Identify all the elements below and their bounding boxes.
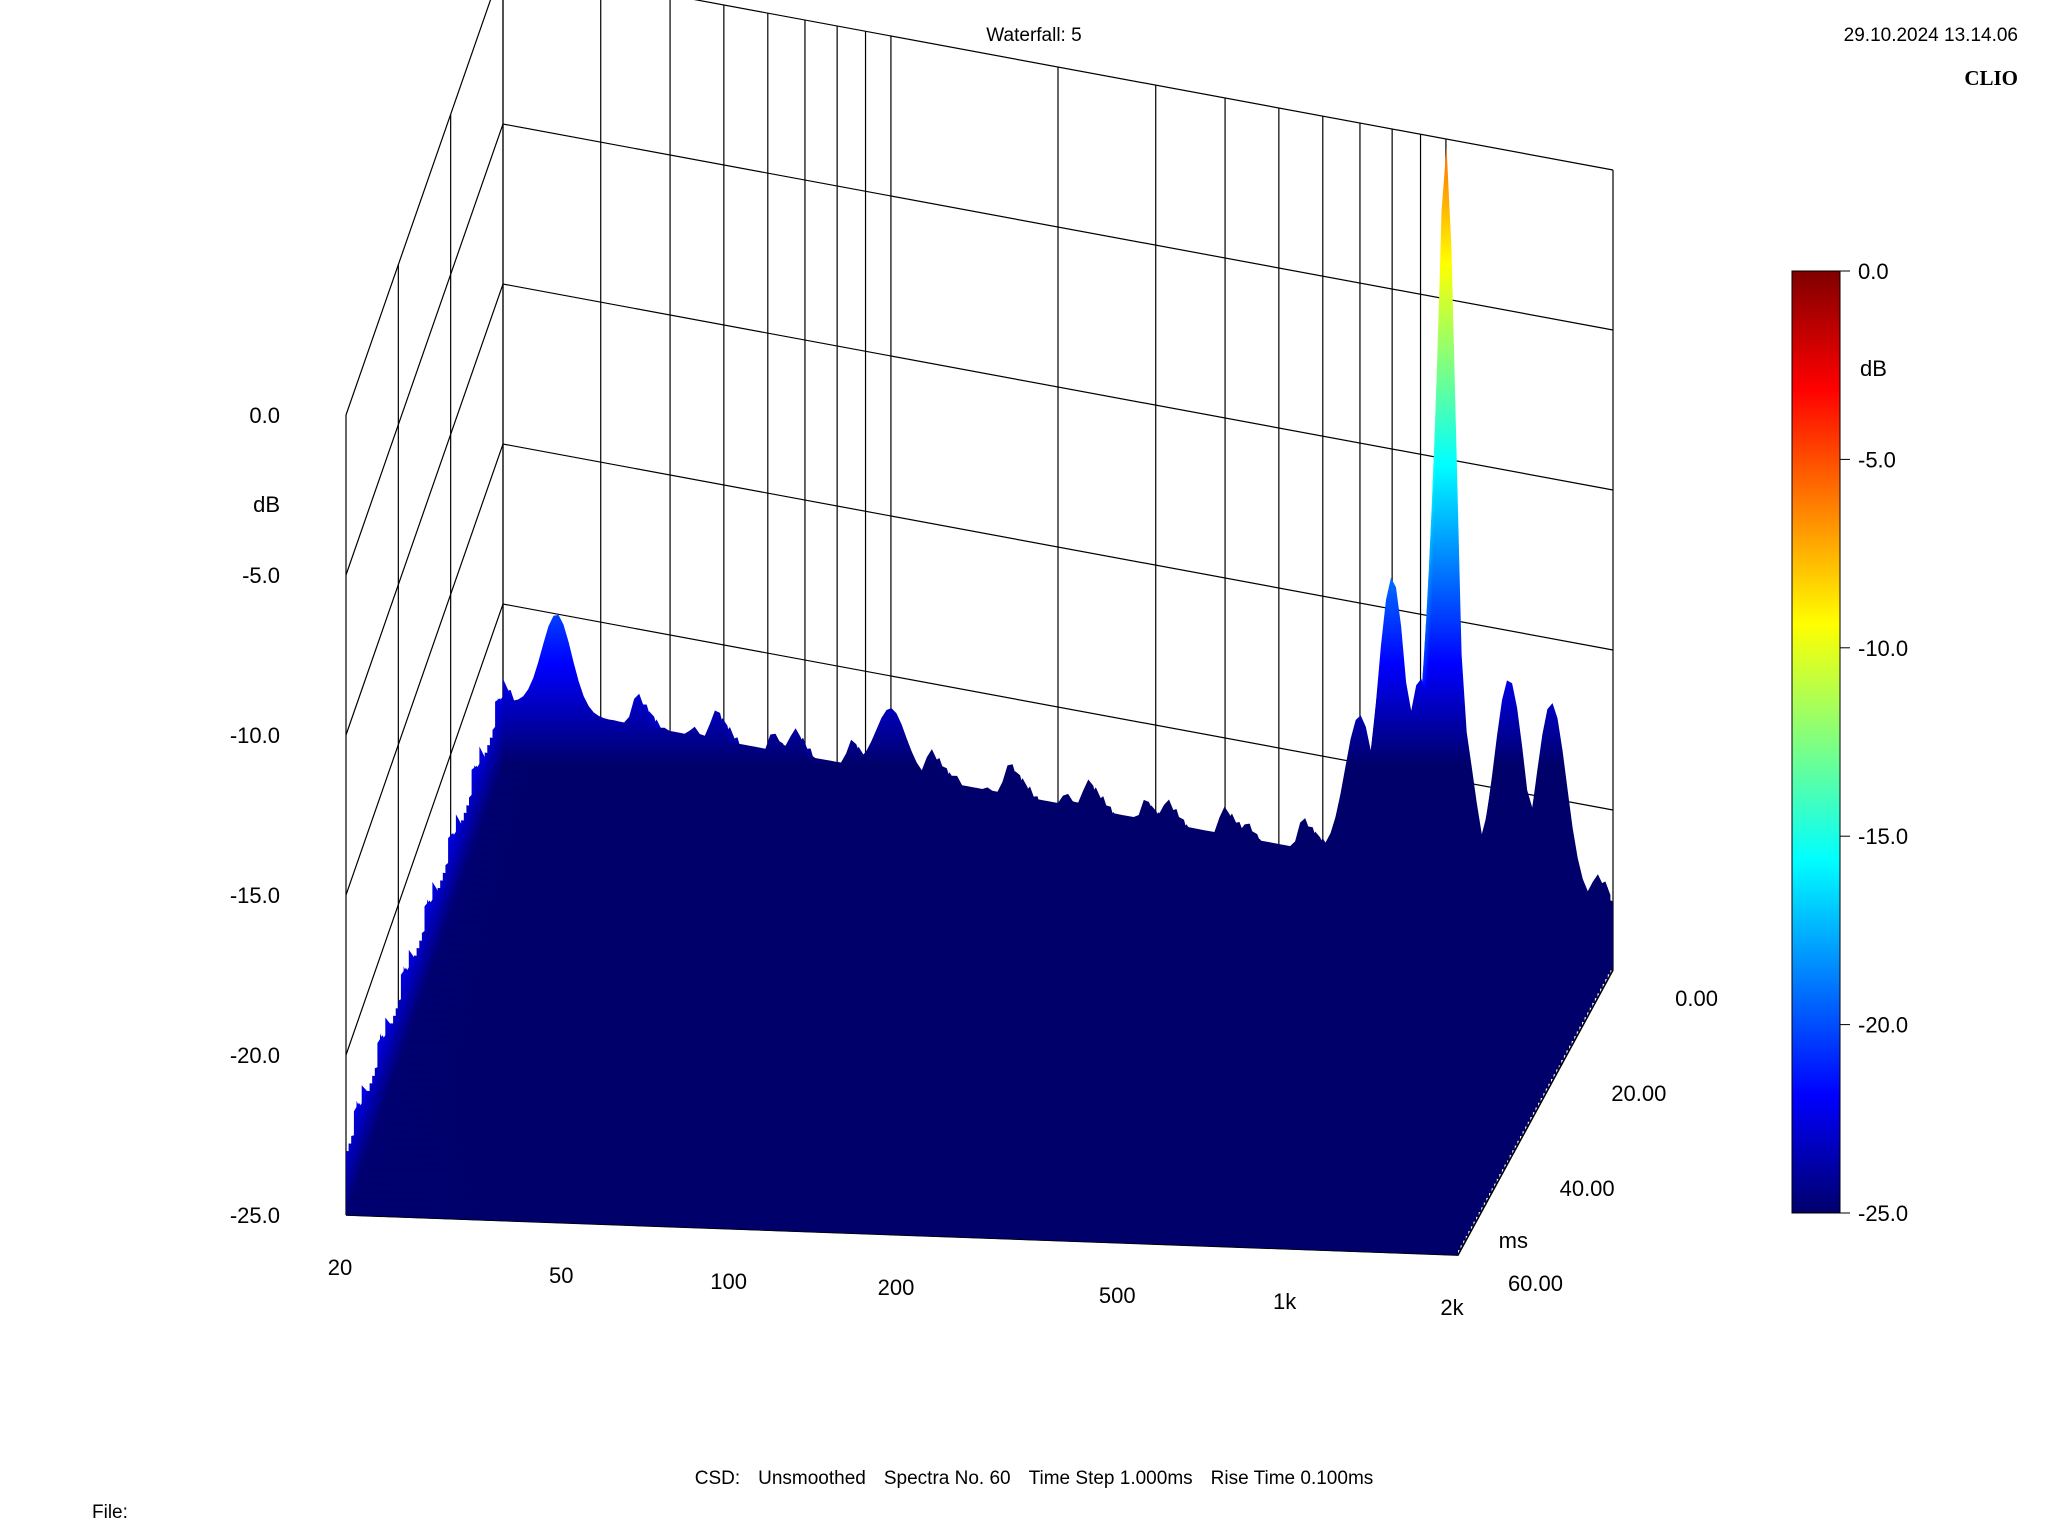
y-tick-label: -25.0 [230, 1203, 280, 1228]
z-tick-label: 40.00 [1560, 1176, 1615, 1201]
y-tick-label: -15.0 [230, 883, 280, 908]
file-label: File: [92, 1502, 128, 1523]
colorbar-tick-label: -5.0 [1858, 447, 1896, 472]
x-tick-label: 500 [1099, 1283, 1136, 1308]
colorbar-tick-label: -10.0 [1858, 636, 1908, 661]
y-tick-label: -10.0 [230, 723, 280, 748]
footer-info: CSD: Unsmoothed Spectra No. 60 Time Step 1.… [695, 1468, 1374, 1489]
x-tick-label: 50 [549, 1263, 573, 1288]
x-axis-labels: 20 50 100 200 500 1k 2k [328, 1255, 1465, 1320]
y-axis-labels: 0.0 -5.0 -10.0 -15.0 -20.0 -25.0 [230, 403, 280, 1228]
datetime-stamp: 29.10.2024 13.14.06 [1844, 25, 2018, 46]
y-tick-label: 0.0 [249, 403, 280, 428]
x-tick-label: 2k [1440, 1295, 1464, 1320]
smoothing-label: Unsmoothed [758, 1468, 866, 1489]
y-tick-label: -20.0 [230, 1043, 280, 1068]
x-tick-label: 1k [1273, 1289, 1297, 1314]
colorbar [1791, 270, 1841, 1214]
spectrum-slice [503, 146, 1613, 971]
spectra-label: Spectra No. 60 [884, 1468, 1011, 1489]
colorbar-tick-label: -15.0 [1858, 824, 1908, 849]
colorbar-ticks: 0.0 -5.0 -10.0 -15.0 -20.0 -25.0 [1840, 259, 1908, 1226]
csd-label: CSD: [695, 1468, 740, 1489]
colorbar-tick-label: -20.0 [1858, 1013, 1908, 1038]
z-tick-label: 0.00 [1675, 986, 1718, 1011]
time-step-label: Time Step 1.000ms [1029, 1468, 1193, 1489]
grid-horizontal [345, 283, 1614, 736]
colorbar-tick-label: 0.0 [1858, 259, 1889, 284]
z-axis-labels: 0.00 20.00 40.00 60.00 [1508, 986, 1718, 1296]
y-tick-label: -5.0 [242, 563, 280, 588]
brand-logo: CLIO [1964, 66, 2018, 90]
grid-horizontal [345, 0, 1614, 416]
z-axis-unit: ms [1499, 1228, 1528, 1253]
x-tick-label: 100 [710, 1269, 747, 1294]
rise-time-label: Rise Time 0.100ms [1211, 1468, 1374, 1489]
z-tick-label: 60.00 [1508, 1271, 1563, 1296]
colorbar-unit: dB [1860, 356, 1887, 381]
z-tick-label: 20.00 [1611, 1081, 1666, 1106]
waterfall-surface [346, 146, 1613, 1255]
colorbar-tick-label: -25.0 [1858, 1201, 1908, 1226]
chart-title: Waterfall: 5 [986, 25, 1081, 46]
grid-horizontal [345, 123, 1614, 576]
x-tick-label: 200 [878, 1275, 915, 1300]
x-tick-label: 20 [328, 1255, 352, 1280]
y-axis-unit: dB [253, 492, 280, 517]
